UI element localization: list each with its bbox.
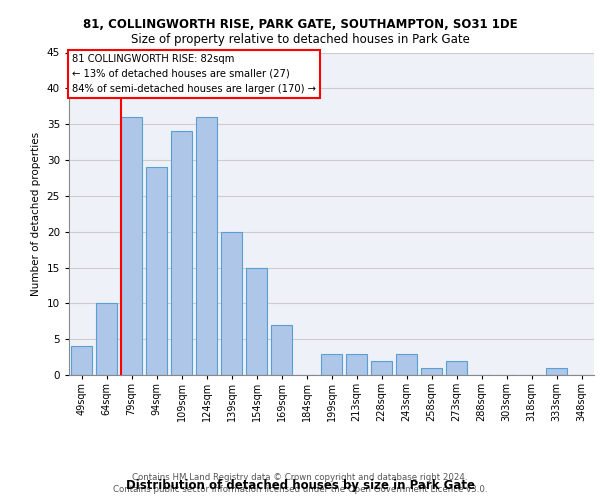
Bar: [421, 368, 442, 375]
Text: Size of property relative to detached houses in Park Gate: Size of property relative to detached ho…: [131, 32, 469, 46]
Bar: [346, 354, 367, 375]
Bar: [546, 368, 567, 375]
Text: 81, COLLINGWORTH RISE, PARK GATE, SOUTHAMPTON, SO31 1DE: 81, COLLINGWORTH RISE, PARK GATE, SOUTHA…: [83, 18, 517, 30]
Text: 81 COLLINGWORTH RISE: 82sqm
← 13% of detached houses are smaller (27)
84% of sem: 81 COLLINGWORTH RISE: 82sqm ← 13% of det…: [71, 54, 316, 94]
Bar: [321, 354, 342, 375]
Bar: [446, 360, 467, 375]
Bar: [121, 117, 142, 375]
Bar: [196, 117, 217, 375]
Bar: [146, 167, 167, 375]
Text: Distribution of detached houses by size in Park Gate: Distribution of detached houses by size …: [125, 480, 475, 492]
Bar: [96, 304, 117, 375]
Bar: [171, 132, 192, 375]
Bar: [221, 232, 242, 375]
Bar: [246, 268, 267, 375]
Bar: [396, 354, 417, 375]
Y-axis label: Number of detached properties: Number of detached properties: [31, 132, 41, 296]
Bar: [71, 346, 92, 375]
Bar: [271, 325, 292, 375]
Text: Contains HM Land Registry data © Crown copyright and database right 2024.
Contai: Contains HM Land Registry data © Crown c…: [113, 472, 487, 494]
Bar: [371, 360, 392, 375]
